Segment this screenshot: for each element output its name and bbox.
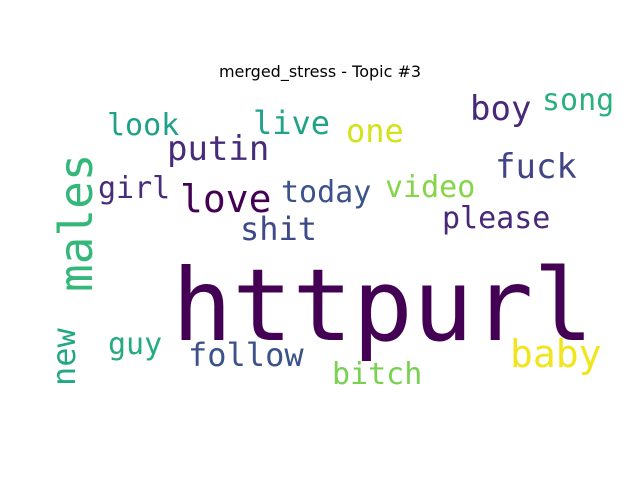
- word-httpurl: httpurl: [172, 247, 593, 364]
- word-song: song: [542, 83, 614, 118]
- word-live: live: [253, 104, 330, 142]
- word-shit: shit: [240, 210, 317, 248]
- word-follow: follow: [188, 336, 304, 374]
- word-one: one: [346, 112, 404, 150]
- word-new: new: [45, 327, 83, 386]
- word-girl: girl: [98, 171, 170, 206]
- word-putin: putin: [167, 129, 269, 169]
- word-fuck: fuck: [495, 147, 577, 187]
- word-baby: baby: [510, 332, 602, 376]
- word-please: please: [442, 201, 550, 236]
- word-guy: guy: [108, 327, 162, 362]
- word-males: males: [49, 154, 103, 292]
- chart-title: merged_stress - Topic #3: [218, 62, 422, 81]
- word-bitch: bitch: [332, 357, 422, 392]
- word-look: look: [107, 108, 179, 143]
- word-today: today: [281, 175, 371, 210]
- word-boy: boy: [470, 89, 531, 129]
- word-love: love: [180, 177, 272, 221]
- word-video: video: [385, 170, 475, 205]
